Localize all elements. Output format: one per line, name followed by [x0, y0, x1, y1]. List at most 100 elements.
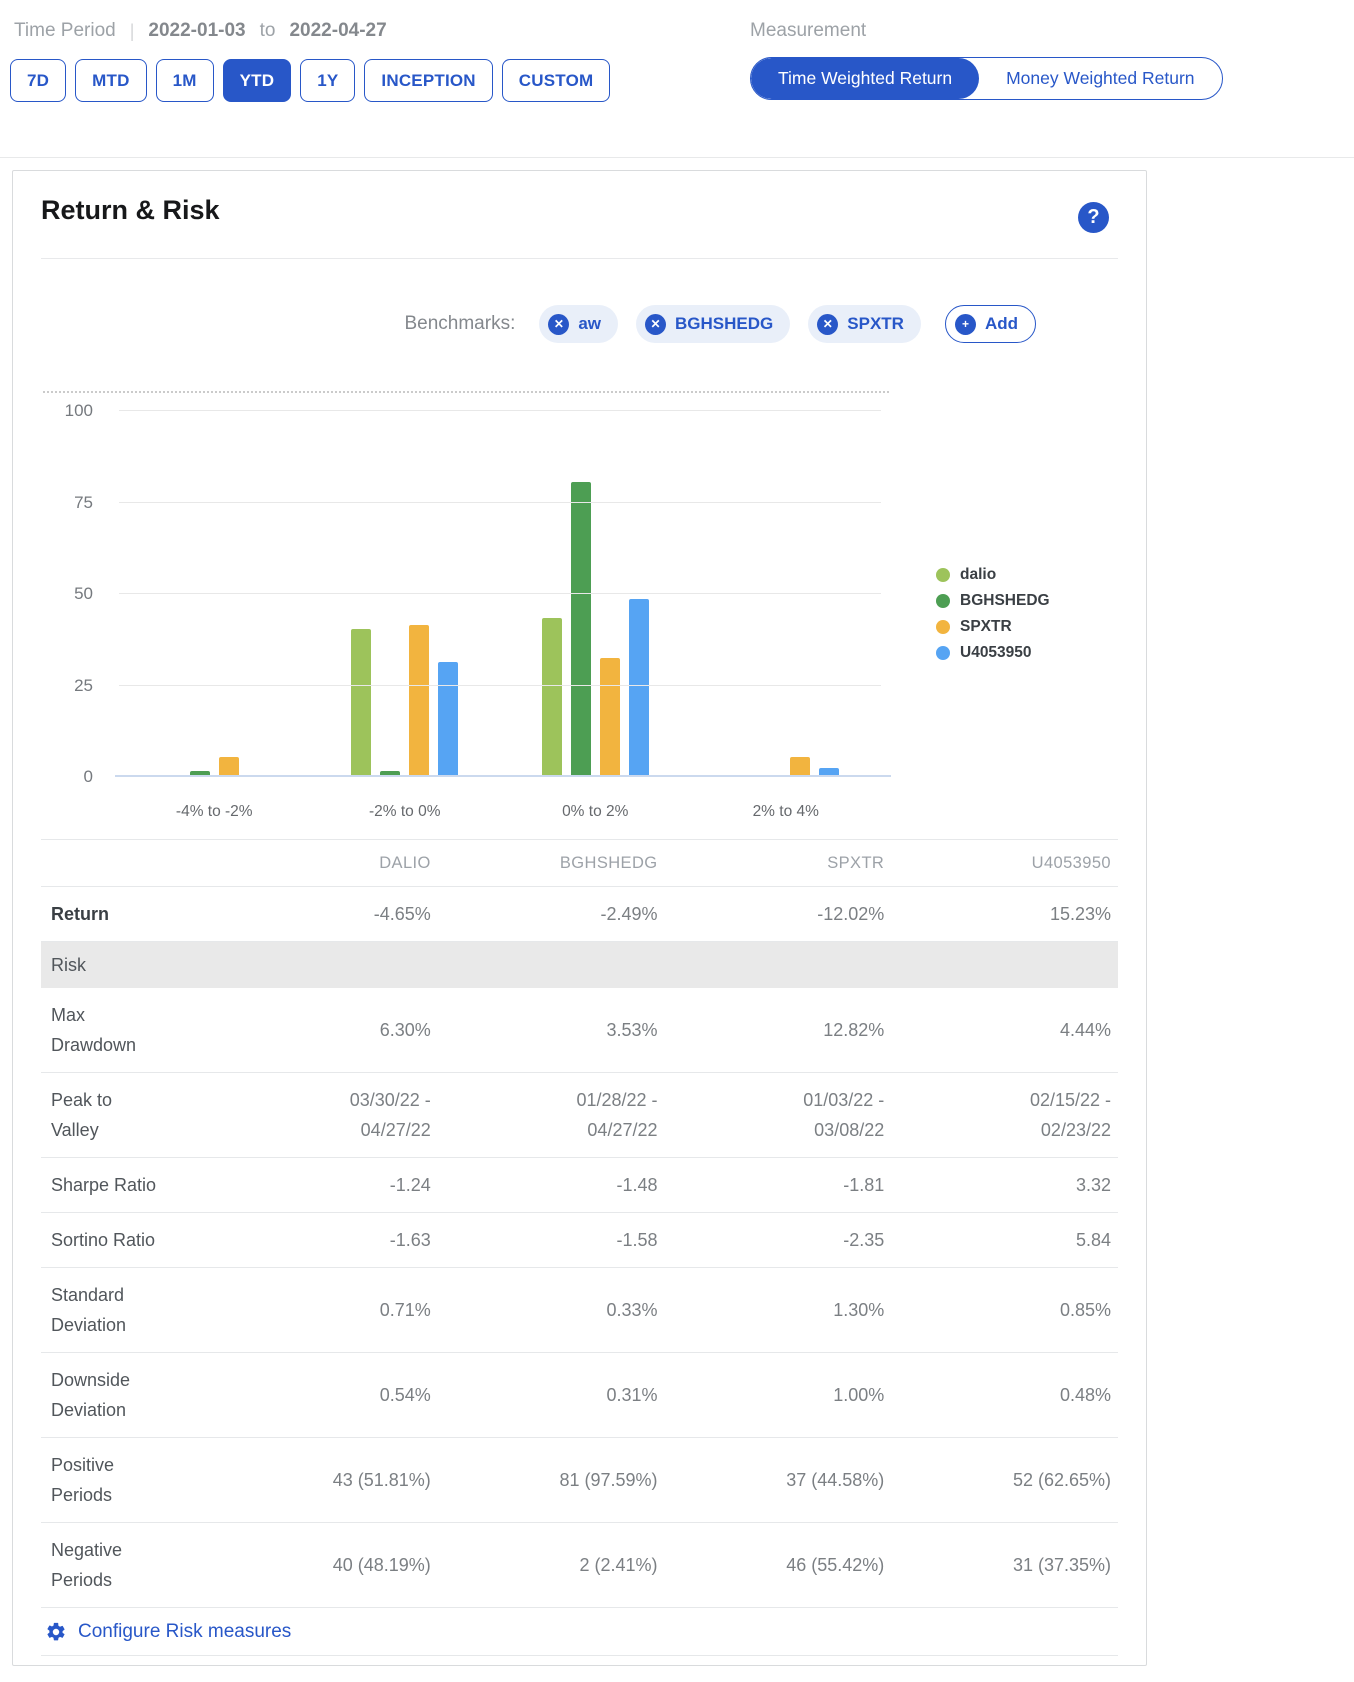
risk-section-row: Risk [41, 942, 1118, 988]
bar-bghshedg [380, 771, 400, 775]
row-label: Standard Deviation [41, 1280, 211, 1340]
return-risk-card: Return & Risk ? Benchmarks: ✕aw✕BGHSHEDG… [12, 170, 1147, 1666]
cell-value: -1.58 [438, 1225, 665, 1255]
benchmarks-label: Benchmarks: [404, 313, 515, 335]
x-axis-category-label: -2% to 0% [310, 803, 501, 821]
remove-benchmark-icon[interactable]: ✕ [817, 314, 838, 335]
configure-risk-measures-link[interactable]: Configure Risk measures [41, 1608, 1118, 1656]
cell-value: 3.53% [438, 1015, 665, 1045]
legend-label: BGHSHEDG [960, 592, 1050, 610]
benchmark-chip-label: BGHSHEDG [675, 314, 773, 334]
benchmark-chips: ✕aw✕BGHSHEDG✕SPXTR [539, 305, 921, 343]
benchmark-chip-spxtr[interactable]: ✕ SPXTR [808, 305, 921, 343]
section-label: Risk [41, 950, 1118, 980]
bar-u4053950 [819, 768, 839, 775]
cell-value: -2.49% [438, 899, 665, 929]
time-range-button-inception[interactable]: INCEPTION [364, 59, 492, 102]
legend-item-spxtr[interactable]: SPXTR [936, 618, 1050, 636]
column-header-spxtr: SPXTR [665, 854, 892, 873]
cell-value: 37 (44.58%) [665, 1465, 892, 1495]
time-range-button-ytd[interactable]: YTD [223, 59, 292, 102]
legend-item-dalio[interactable]: dalio [936, 566, 1050, 584]
cell-value: 40 (48.19%) [211, 1550, 438, 1580]
cell-value: -1.81 [665, 1170, 892, 1200]
cell-value: 0.54% [211, 1380, 438, 1410]
bar-spxtr [600, 658, 620, 775]
cell-value: -12.02% [665, 899, 892, 929]
cell-value: 31 (37.35%) [891, 1550, 1118, 1580]
return-distribution-chart: 0255075100 -4% to -2%-2% to 0%0% to 2%2%… [13, 361, 1146, 831]
table-row-standard-deviation: Standard Deviation0.71%0.33%1.30%0.85% [41, 1268, 1118, 1353]
table-row-max-drawdown: Max Drawdown6.30%3.53%12.82%4.44% [41, 988, 1118, 1073]
gridline-100 [119, 410, 881, 411]
measurement-toggle: Time Weighted ReturnMoney Weighted Retur… [750, 57, 1223, 100]
legend-item-bghshedg[interactable]: BGHSHEDG [936, 592, 1050, 610]
bar-group-2-to-4 [691, 757, 882, 775]
cell-value: 81 (97.59%) [438, 1465, 665, 1495]
risk-metrics-table: DALIOBGHSHEDGSPXTRU4053950 Return-4.65%-… [41, 839, 1118, 1656]
cell-value: 1.30% [665, 1295, 892, 1325]
time-range-button-mtd[interactable]: MTD [75, 59, 146, 102]
bar-u4053950 [629, 599, 649, 775]
table-row-sortino-ratio: Sortino Ratio-1.63-1.58-2.355.84 [41, 1213, 1118, 1268]
cell-value: 03/30/22 - 04/27/22 [211, 1085, 438, 1145]
benchmark-chip-bghshedg[interactable]: ✕ BGHSHEDG [636, 305, 790, 343]
date-range-start: 2022-01-03 [148, 20, 245, 42]
time-range-button-1y[interactable]: 1Y [300, 59, 355, 102]
legend-item-u4053950[interactable]: U4053950 [936, 644, 1050, 662]
cell-value: -1.48 [438, 1170, 665, 1200]
legend-swatch-icon [936, 568, 950, 582]
bar-spxtr [219, 757, 239, 775]
legend-swatch-icon [936, 594, 950, 608]
add-benchmark-button[interactable]: + Add [945, 305, 1036, 343]
bar-bghshedg [190, 771, 210, 775]
benchmark-chip-label: SPXTR [847, 314, 904, 334]
time-period-separator: | [130, 21, 135, 42]
measurement-option-money-weighted-return[interactable]: Money Weighted Return [979, 58, 1221, 99]
cell-value: 46 (55.42%) [665, 1550, 892, 1580]
bar-u4053950 [438, 662, 458, 775]
measurement-option-time-weighted-return[interactable]: Time Weighted Return [751, 58, 979, 99]
legend-swatch-icon [936, 620, 950, 634]
table-row-positive-periods: Positive Periods43 (51.81%)81 (97.59%)37… [41, 1438, 1118, 1523]
table-header-row: DALIOBGHSHEDGSPXTRU4053950 [41, 839, 1118, 887]
plus-circle-icon: + [955, 314, 976, 335]
y-axis-tick-label: 0 [33, 766, 93, 788]
table-row-negative-periods: Negative Periods40 (48.19%)2 (2.41%)46 (… [41, 1523, 1118, 1608]
top-controls-bar: Time Period | 2022-01-03 to 2022-04-27 7… [0, 0, 1354, 158]
time-range-button-1m[interactable]: 1M [156, 59, 214, 102]
gridline-75 [119, 502, 881, 503]
gridline-25 [119, 685, 881, 686]
row-label: Positive Periods [41, 1450, 211, 1510]
chart-top-dashed-border [43, 391, 889, 393]
time-range-button-7d[interactable]: 7D [10, 59, 66, 102]
add-benchmark-label: Add [985, 314, 1018, 334]
benchmark-chip-aw[interactable]: ✕aw [539, 305, 618, 343]
row-label: Peak to Valley [41, 1085, 211, 1145]
plot-area [119, 411, 881, 777]
legend-label: U4053950 [960, 644, 1032, 662]
x-axis-line [115, 775, 891, 777]
y-axis-tick-label: 25 [33, 675, 93, 697]
cell-value: 2 (2.41%) [438, 1550, 665, 1580]
y-axis-tick-label: 75 [33, 492, 93, 514]
date-range-end: 2022-04-27 [289, 20, 386, 42]
measurement-label: Measurement [750, 20, 866, 42]
row-label: Sharpe Ratio [41, 1170, 211, 1200]
time-range-button-custom[interactable]: CUSTOM [502, 59, 611, 102]
remove-benchmark-icon[interactable]: ✕ [548, 314, 569, 335]
row-label: Negative Periods [41, 1535, 211, 1595]
table-row-downside-deviation: Downside Deviation0.54%0.31%1.00%0.48% [41, 1353, 1118, 1438]
cell-value: 4.44% [891, 1015, 1118, 1045]
time-range-buttons: 7DMTD1MYTD1YINCEPTIONCUSTOM [10, 59, 610, 102]
y-axis: 0255075100 [33, 361, 93, 831]
page-title: Return & Risk [41, 195, 220, 226]
benchmarks-row: Benchmarks: ✕aw✕BGHSHEDG✕SPXTR + Add [404, 305, 1036, 343]
remove-benchmark-icon[interactable]: ✕ [645, 314, 666, 335]
table-row-peak-to-valley: Peak to Valley03/30/22 - 04/27/2201/28/2… [41, 1073, 1118, 1158]
cell-value: 0.48% [891, 1380, 1118, 1410]
cell-value: 1.00% [665, 1380, 892, 1410]
row-label: Max Drawdown [41, 1000, 211, 1060]
cell-value: 0.71% [211, 1295, 438, 1325]
help-icon[interactable]: ? [1078, 202, 1109, 233]
